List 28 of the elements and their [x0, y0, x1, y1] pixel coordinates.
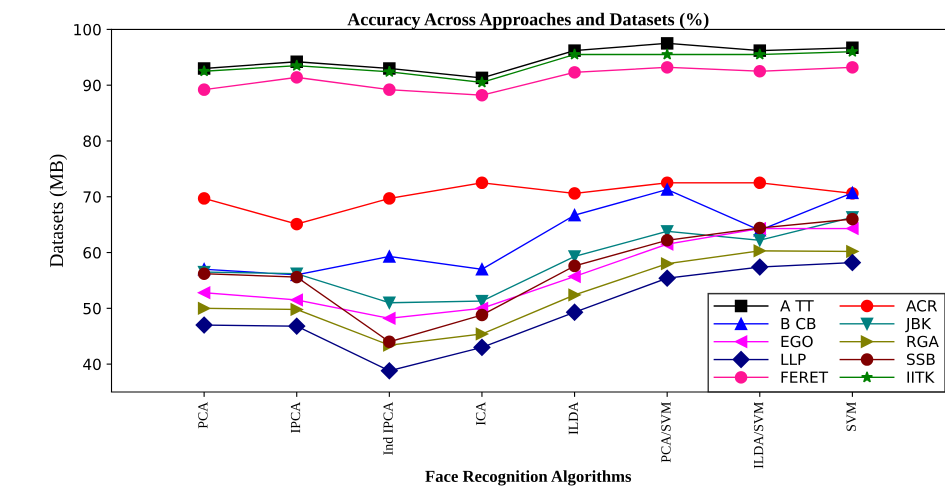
y-tick-label: 90 — [83, 80, 101, 92]
legend-label: SSB — [906, 354, 935, 366]
y-tick-label: 40 — [83, 358, 101, 370]
legend-label: B CB — [782, 318, 816, 330]
x-tick-label: ICA — [476, 402, 486, 426]
y-tick-label: 100 — [74, 24, 101, 36]
y-tick-label: 50 — [84, 302, 101, 314]
legend-label: IITK — [907, 372, 935, 383]
x-tick-label: ILDA/SVM — [754, 402, 764, 468]
y-tick-label: 60 — [83, 247, 101, 259]
legend-label: EGO — [782, 336, 813, 348]
legend-label: LLP — [782, 354, 806, 365]
x-tick-label: PCA — [198, 402, 208, 428]
x-tick-label: PCA/SVM — [661, 402, 671, 462]
y-axis-title: Datasets (MB) — [49, 154, 68, 268]
legend-label: RGA — [907, 336, 939, 348]
y-tick-label: 70 — [84, 191, 101, 203]
chart-title: Accuracy Across Approaches and Datasets (%) — [347, 12, 708, 30]
x-tick-label: SVM — [846, 402, 856, 431]
y-tick-label: 80 — [83, 135, 101, 147]
legend-label: A TT — [780, 300, 814, 312]
legend-label: FERET — [782, 372, 828, 383]
legend-label: JBK — [905, 318, 932, 332]
x-tick-label: ILDA — [568, 402, 578, 434]
x-axis-title: Face Recognition Algorithms — [425, 470, 632, 486]
x-tick-label: Ind IPCA — [383, 402, 393, 455]
x-tick-label: IPCA — [290, 402, 300, 433]
legend-label: ACR — [906, 300, 938, 312]
